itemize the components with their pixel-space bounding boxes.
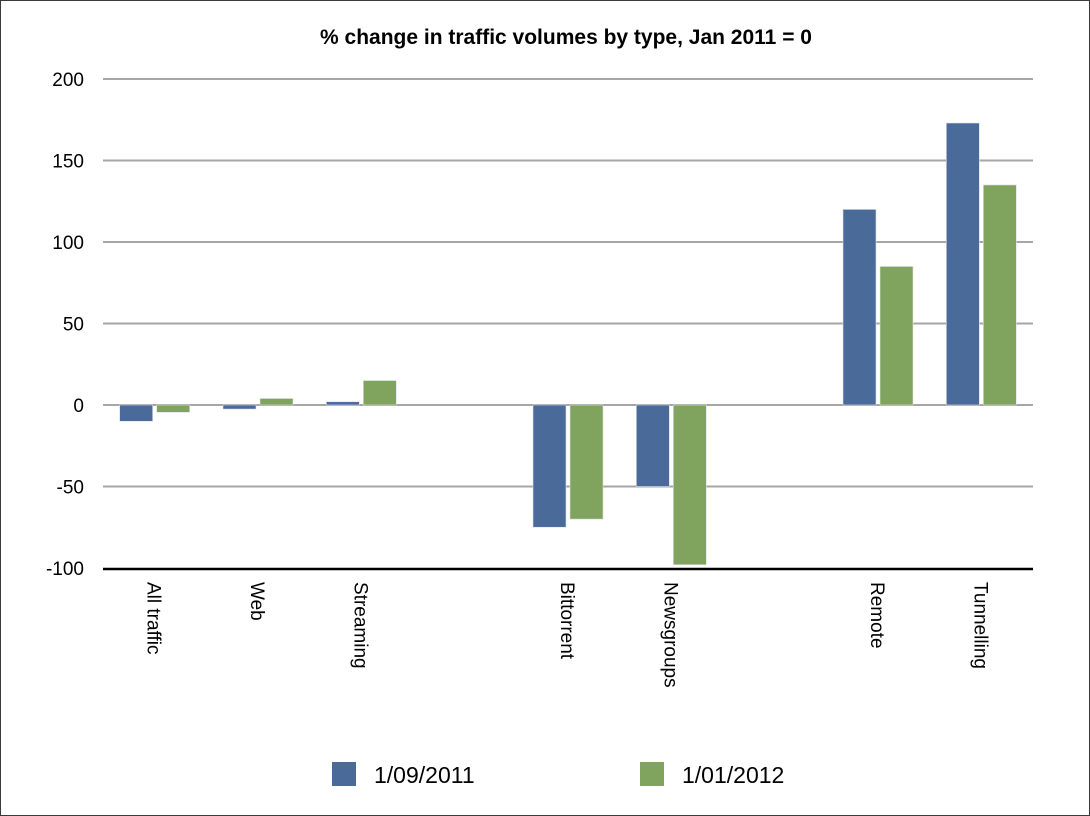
bar-series2 — [259, 398, 294, 406]
category-label: Remote — [866, 582, 887, 649]
bar-series2 — [156, 404, 190, 413]
bar-series2 — [569, 404, 604, 520]
category-label: Web — [246, 582, 267, 621]
legend-swatch — [640, 762, 664, 786]
bar-series1 — [532, 404, 567, 528]
legend-swatch — [332, 762, 356, 786]
category-label: All traffic — [143, 582, 164, 655]
y-tick-label: 200 — [52, 70, 84, 91]
category-label: Newsgroups — [659, 582, 680, 688]
bar-series1 — [326, 401, 360, 406]
y-axis-ticks: 200 150 100 50 0 -50 -100 — [46, 70, 84, 580]
category-labels: All traffic Web Streaming Bittorrent Newsgro… — [143, 582, 991, 688]
bar-series1 — [946, 122, 980, 406]
y-tick-label: 150 — [52, 152, 84, 173]
y-tick-label: 100 — [52, 233, 84, 254]
gridlines — [103, 78, 1033, 488]
legend-label: 1/09/2011 — [374, 762, 475, 788]
bar-series1 — [636, 404, 670, 487]
bar-series1 — [222, 404, 257, 410]
bar-series1 — [842, 209, 877, 406]
y-tick-label: 0 — [73, 396, 84, 417]
category-label: Tunnelling — [969, 582, 990, 669]
y-tick-label: 50 — [63, 315, 84, 336]
legend: 1/09/2011 1/01/2012 — [332, 762, 784, 788]
chart-title: % change in traffic volumes by type, Jan… — [320, 26, 812, 49]
category-label: Bittorrent — [556, 582, 577, 660]
bar-series2 — [673, 404, 707, 566]
y-tick-label: -100 — [46, 559, 84, 580]
y-tick-label: -50 — [57, 478, 84, 499]
bar-series2 — [363, 380, 397, 406]
bar-series2 — [879, 266, 914, 406]
bar-series1 — [119, 404, 153, 422]
legend-label: 1/01/2012 — [682, 762, 784, 788]
bar-series2 — [983, 184, 1017, 406]
category-label: Streaming — [349, 582, 370, 669]
bars — [119, 122, 1017, 566]
